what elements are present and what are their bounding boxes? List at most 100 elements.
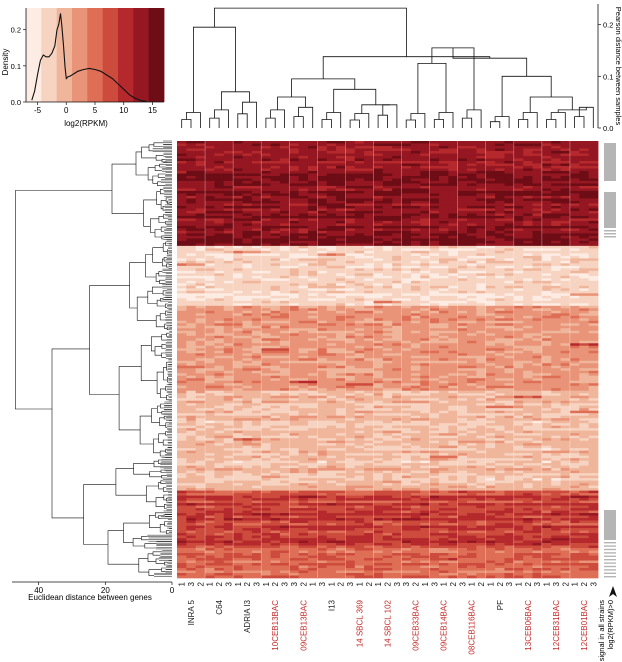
heatmap-cell	[223, 233, 234, 237]
heatmap-cell	[551, 350, 561, 354]
heatmap-cell	[242, 338, 253, 342]
heatmap-cell	[401, 205, 412, 209]
heatmap-cell	[261, 330, 271, 334]
heatmap-cell	[336, 370, 346, 374]
heatmap-cell	[541, 328, 552, 332]
heatmap-cell	[364, 288, 374, 292]
heatmap-cell	[392, 158, 402, 162]
heatmap-cell	[279, 330, 290, 334]
heatmap-cell	[438, 340, 449, 344]
heatmap-cell	[345, 305, 356, 309]
heatmap-cell	[223, 343, 234, 347]
heatmap-cell	[261, 238, 271, 242]
heatmap-cell	[289, 320, 300, 324]
gene-branch	[158, 459, 162, 464]
heatmap-cell	[401, 385, 412, 389]
heatmap-cell	[177, 333, 187, 337]
heatmap-cell	[326, 208, 337, 212]
heatmap-cell	[485, 188, 496, 192]
heatmap-cell	[448, 275, 459, 279]
heatmap-cell	[429, 180, 440, 184]
heatmap-cell	[551, 173, 561, 177]
heatmap-cell	[270, 330, 281, 334]
heatmap-cell	[495, 238, 505, 242]
heatmap-cell	[223, 300, 234, 304]
heatmap-cell	[560, 290, 571, 294]
heatmap-cell	[532, 315, 543, 319]
heatmap-cell	[270, 340, 281, 344]
heatmap-cell	[177, 278, 187, 282]
heatmap-cell	[195, 203, 206, 207]
heatmap-cell	[279, 290, 290, 294]
heatmap-cell	[448, 245, 459, 249]
heatmap-cell	[251, 250, 262, 254]
heatmap-cell	[579, 293, 590, 297]
heatmap-cell	[588, 330, 599, 334]
heatmap-cell	[205, 278, 215, 282]
heatmap-cell	[233, 288, 243, 292]
heatmap-cell	[448, 243, 459, 247]
heatmap-cell	[233, 220, 243, 224]
heatmap-cell	[495, 355, 505, 359]
gene-branch	[157, 405, 162, 413]
heatmap-cell	[485, 253, 496, 257]
heatmap-cell	[401, 325, 412, 329]
heatmap-cell	[345, 178, 356, 182]
heatmap-cell	[214, 248, 225, 252]
heatmap-cell	[495, 273, 505, 277]
heatmap-cell	[177, 203, 187, 207]
heatmap-cell	[504, 323, 515, 327]
heatmap-cell	[485, 203, 496, 207]
heatmap-cell	[382, 141, 393, 144]
heatmap-cell	[504, 288, 515, 292]
heatmap-cell	[495, 263, 505, 267]
heatmap-cell	[205, 275, 215, 279]
heatmap-cell	[354, 328, 365, 332]
heatmap-cell	[345, 148, 356, 152]
heatmap-cell	[476, 143, 487, 147]
heatmap-cell	[392, 143, 402, 147]
heatmap-cell	[551, 318, 561, 322]
heatmap-cell	[457, 215, 468, 219]
heatmap-cell	[541, 245, 552, 249]
heatmap-cell	[364, 308, 374, 312]
heatmap-cell	[485, 155, 496, 159]
heatmap-cell	[251, 285, 262, 289]
heatmap-cell	[279, 200, 290, 204]
heatmap-cell	[354, 178, 365, 182]
heatmap-cell	[401, 310, 412, 314]
heatmap-cell	[420, 223, 430, 227]
heatmap-cell	[261, 320, 271, 324]
heatmap-cell	[420, 195, 430, 199]
heatmap-cell	[214, 320, 225, 324]
heatmap-cell	[298, 158, 309, 162]
heatmap-cell	[270, 358, 281, 362]
heatmap-cell	[307, 205, 318, 209]
gene-branch	[161, 475, 167, 479]
heatmap-cell	[251, 265, 262, 269]
heatmap-cell	[588, 300, 599, 304]
heatmap-cell	[485, 345, 496, 349]
heatmap-cell	[186, 380, 197, 384]
heatmap-cell	[476, 315, 487, 319]
gene-branch	[141, 536, 149, 541]
heatmap-cell	[317, 223, 328, 227]
heatmap-cell	[289, 363, 300, 367]
heatmap-cell	[345, 378, 356, 382]
heatmap-cell	[495, 285, 505, 289]
heatmap-cell	[523, 330, 533, 334]
heatmap-cell	[420, 335, 430, 339]
heatmap-cell	[392, 308, 402, 312]
heatmap-cell	[364, 218, 374, 222]
heatmap-cell	[392, 335, 402, 339]
heatmap-cell	[354, 243, 365, 247]
heatmap-cell	[382, 315, 393, 319]
dendrogram-branch	[237, 113, 248, 128]
heatmap-cell	[392, 368, 402, 372]
gene-branch	[115, 468, 147, 496]
heatmap-cell	[307, 318, 318, 322]
heatmap-cell	[588, 373, 599, 377]
heatmap-cell	[373, 175, 384, 179]
heatmap-cell	[532, 198, 543, 202]
heatmap-cell	[523, 365, 533, 369]
